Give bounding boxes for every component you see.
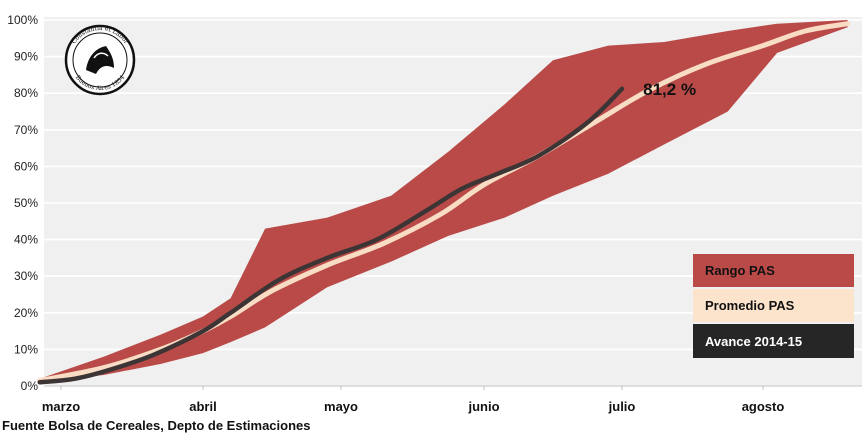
y-axis: 0% 10% 20% 30% 40% 50% 60% 70% 80% 90% 100% [7,13,38,393]
logo-seal: Constantia et Labor Buenos Aires 1854 [64,24,136,96]
y-tick-label: 70% [14,123,38,137]
y-tick-label: 40% [14,233,38,247]
y-tick-label: 50% [14,196,38,210]
x-axis: marzo abril mayo junio julio agosto [42,386,785,414]
legend-swatch-rango [693,254,854,287]
chart-canvas: 0% 10% 20% 30% 40% 50% 60% 70% 80% 90% 100% marzo a… [7,13,862,414]
series-line-avance [37,86,625,385]
legend: Rango PAS Promedio PAS Avance 2014-15 [693,254,854,358]
y-tick-label: 30% [14,269,38,283]
y-tick-label: 90% [14,50,38,64]
y-tick-label: 100% [7,13,38,27]
x-tick-label: mayo [324,399,358,414]
y-tick-label: 60% [14,159,38,173]
y-tick-label: 80% [14,86,38,100]
legend-label-avance: Avance 2014-15 [705,334,802,349]
x-tick-label: marzo [42,399,80,414]
legend-label-promedio: Promedio PAS [705,298,795,313]
x-tick-label: junio [467,399,499,414]
legend-swatch-promedio [693,289,854,322]
x-tick-label: julio [608,399,636,414]
annotation-layer: 81,2 % [643,80,696,99]
x-tick-label: abril [189,399,216,414]
y-tick-label: 0% [21,379,39,393]
y-tick-label: 10% [14,342,38,356]
legend-swatch-avance [693,324,854,358]
x-tick-label: agosto [742,399,785,414]
annotation-label: 81,2 % [643,80,696,99]
legend-label-rango: Rango PAS [705,263,775,278]
y-tick-label: 20% [14,306,38,320]
source-caption: Fuente Bolsa de Cereales, Depto de Estim… [2,418,311,433]
series-layer [37,20,851,385]
